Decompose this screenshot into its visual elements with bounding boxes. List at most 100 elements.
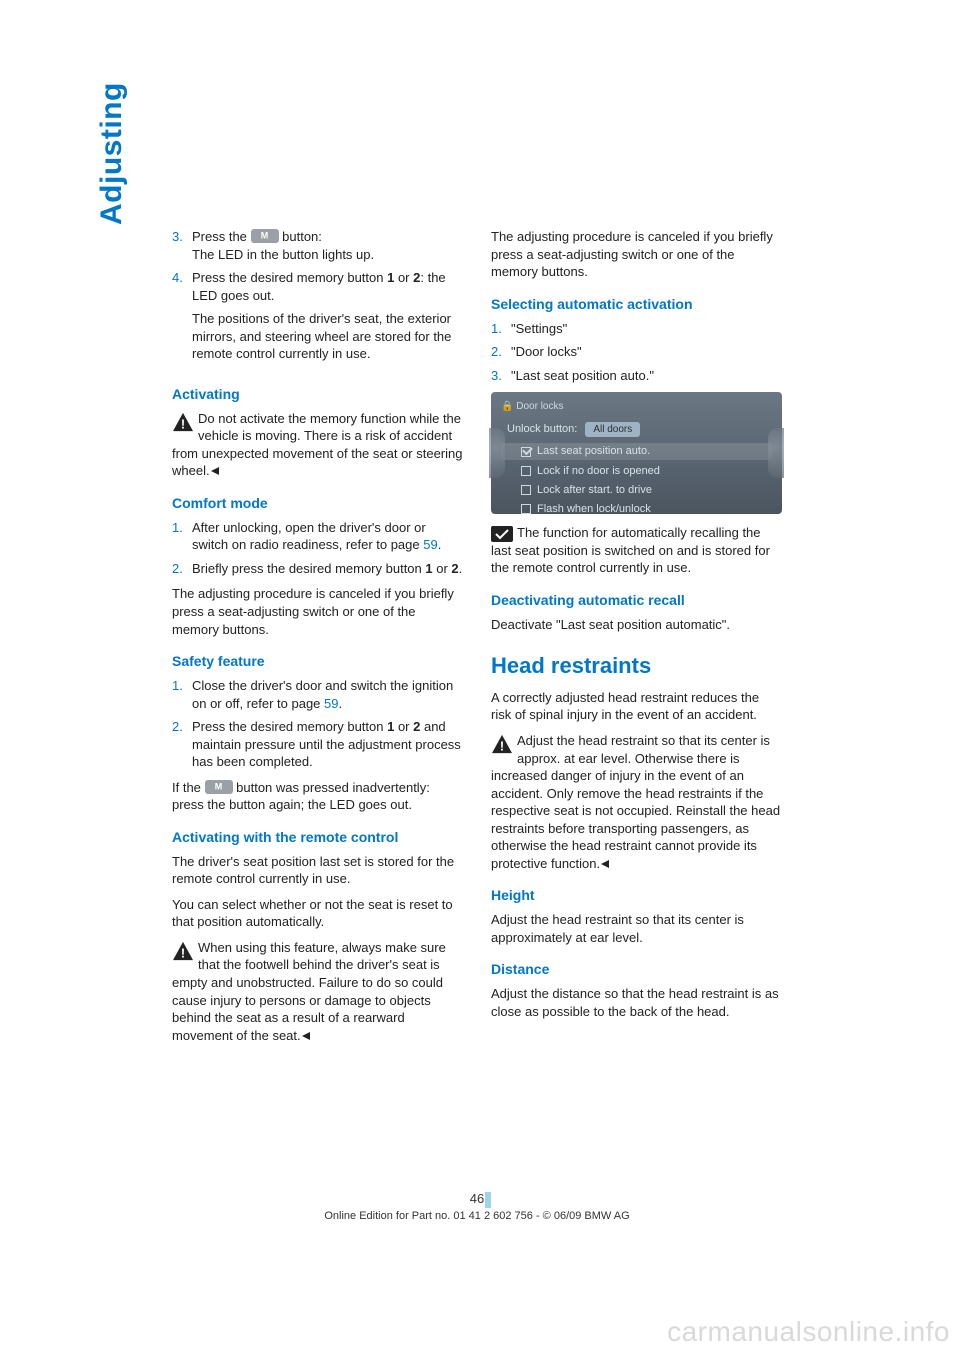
page-link[interactable]: 59 — [423, 537, 437, 552]
text-fragment: or — [433, 561, 452, 576]
text-fragment: Adjust the head restraint so that its ce… — [491, 733, 780, 871]
warning-text: Adjust the head restraint so that its ce… — [491, 732, 782, 872]
svg-text:!: ! — [181, 945, 185, 960]
text-fragment: Press the desired memory button — [192, 270, 387, 285]
checkbox-icon — [521, 504, 531, 514]
end-marker-icon — [600, 855, 610, 873]
step-4: 4. Press the desired memory button 1 or … — [172, 269, 463, 371]
checkmark-icon — [491, 526, 513, 542]
heading-auto-activation: Selecting automatic activation — [491, 295, 782, 314]
right-column: The adjusting procedure is canceled if y… — [491, 228, 782, 1052]
warning-block: ! Adjust the head restraint so that its … — [491, 732, 782, 872]
page-footer: 46 Online Edition for Part no. 01 41 2 6… — [172, 1191, 782, 1222]
page-number: 46 — [172, 1191, 782, 1206]
checkbox-icon — [521, 447, 531, 457]
text-fragment: or — [394, 719, 413, 734]
warning-icon: ! — [491, 734, 513, 754]
page-link[interactable]: 59 — [324, 696, 338, 711]
step-text: "Door locks" — [511, 343, 782, 361]
heading-distance: Distance — [491, 960, 782, 979]
idrive-screenshot: 🔒 Door locks Unlock button: All doors La… — [491, 392, 782, 514]
step-text: Press the desired memory button 1 or 2: … — [192, 269, 463, 371]
text-fragment: . — [338, 696, 342, 711]
knob-icon — [768, 428, 784, 478]
remote-text-1: The driver's seat position last set is s… — [172, 853, 463, 888]
safety-steps: 1. Close the driver's door and switch th… — [172, 677, 463, 771]
safety-step-1: 1. Close the driver's door and switch th… — [172, 677, 463, 712]
breadcrumb: 🔒 Door locks — [501, 400, 772, 414]
ui-option-label: Last seat position auto. — [537, 444, 650, 459]
warning-icon: ! — [172, 412, 194, 432]
breadcrumb-label: Door locks — [516, 401, 563, 412]
warning-text: When using this feature, always make sur… — [172, 939, 463, 1044]
step-text: Press the button: The LED in the button … — [192, 228, 463, 263]
heading-remote-control: Activating with the remote control — [172, 828, 463, 847]
heading-head-restraints: Head restraints — [491, 651, 782, 681]
heading-height: Height — [491, 886, 782, 905]
step-text: Briefly press the desired memory button … — [192, 560, 463, 578]
remote-text-2: You can select whether or not the seat i… — [172, 896, 463, 931]
step-number: 1. — [172, 519, 192, 554]
warning-icon: ! — [172, 941, 194, 961]
m-button-icon — [205, 780, 233, 794]
safety-note: If the button was pressed inadvertently:… — [172, 779, 463, 814]
ui-row-lock-start: Lock after start. to drive — [501, 483, 772, 498]
heading-safety-feature: Safety feature — [172, 652, 463, 671]
bold-number: 1 — [425, 561, 432, 576]
warning-text: Do not activate the memory function whil… — [172, 410, 463, 480]
watermark: carmanualsonline.info — [667, 1316, 950, 1348]
end-marker-icon — [301, 1027, 311, 1045]
step-3: 3. Press the button: The LED in the butt… — [172, 228, 463, 263]
safety-step-2: 2. Press the desired memory button 1 or … — [172, 718, 463, 771]
warning-block: ! Do not activate the memory function wh… — [172, 410, 463, 480]
heading-comfort-mode: Comfort mode — [172, 494, 463, 513]
step-number: 3. — [491, 367, 511, 385]
auto-note: The function for automatically recalling… — [491, 524, 782, 577]
step-number: 1. — [172, 677, 192, 712]
manual-page: Adjusting 3. Press the button: The LED i… — [0, 0, 960, 1358]
step-text: Close the driver's door and switch the i… — [192, 677, 463, 712]
deactivate-text: Deactivate "Last seat position automatic… — [491, 616, 782, 634]
svg-text:!: ! — [500, 738, 504, 753]
cancel-note: The adjusting procedure is canceled if y… — [172, 585, 463, 638]
aa-step-2: 2."Door locks" — [491, 343, 782, 361]
step-note: The positions of the driver's seat, the … — [192, 310, 463, 363]
step-number: 1. — [491, 320, 511, 338]
content-columns: 3. Press the button: The LED in the butt… — [172, 228, 782, 1052]
text-fragment: . — [438, 537, 442, 552]
check-note-block: The function for automatically recalling… — [491, 524, 782, 577]
end-marker-icon — [210, 462, 220, 480]
step-text: Press the desired memory button 1 or 2 a… — [192, 718, 463, 771]
section-side-title: Adjusting — [95, 82, 132, 225]
auto-activation-steps: 1."Settings" 2."Door locks" 3."Last seat… — [491, 320, 782, 385]
ui-row-unlock: Unlock button: All doors — [501, 422, 772, 438]
text-fragment: . — [459, 561, 463, 576]
cancel-note: The adjusting procedure is canceled if y… — [491, 228, 782, 281]
left-column: 3. Press the button: The LED in the butt… — [172, 228, 463, 1052]
ui-option-label: Lock if no door is opened — [537, 464, 660, 479]
head-intro: A correctly adjusted head restraint redu… — [491, 689, 782, 724]
step-text: After unlocking, open the driver's door … — [192, 519, 463, 554]
step-number: 4. — [172, 269, 192, 371]
step-number: 2. — [491, 343, 511, 361]
text-fragment: Briefly press the desired memory button — [192, 561, 425, 576]
text-fragment: or — [394, 270, 413, 285]
checkbox-icon — [521, 466, 531, 476]
text-fragment: If the — [172, 780, 205, 795]
text-fragment: Press the desired memory button — [192, 719, 387, 734]
ui-option-label: Flash when lock/unlock — [537, 502, 651, 517]
text-fragment: The LED in the button lights up. — [192, 247, 374, 262]
text-fragment: Close the driver's door and switch the i… — [192, 678, 453, 711]
step-text: "Settings" — [511, 320, 782, 338]
ui-option-label: Lock after start. to drive — [537, 483, 652, 498]
heading-deactivate-recall: Deactivating automatic recall — [491, 591, 782, 610]
ui-row-flash: Flash when lock/unlock — [501, 502, 772, 517]
svg-text:!: ! — [181, 416, 185, 431]
knob-icon — [489, 428, 505, 478]
text-fragment: button: — [279, 229, 322, 244]
ui-label: Unlock button: — [507, 422, 577, 437]
bold-number: 2 — [451, 561, 458, 576]
step-number: 2. — [172, 560, 192, 578]
heading-activating: Activating — [172, 385, 463, 404]
checkbox-icon — [521, 485, 531, 495]
